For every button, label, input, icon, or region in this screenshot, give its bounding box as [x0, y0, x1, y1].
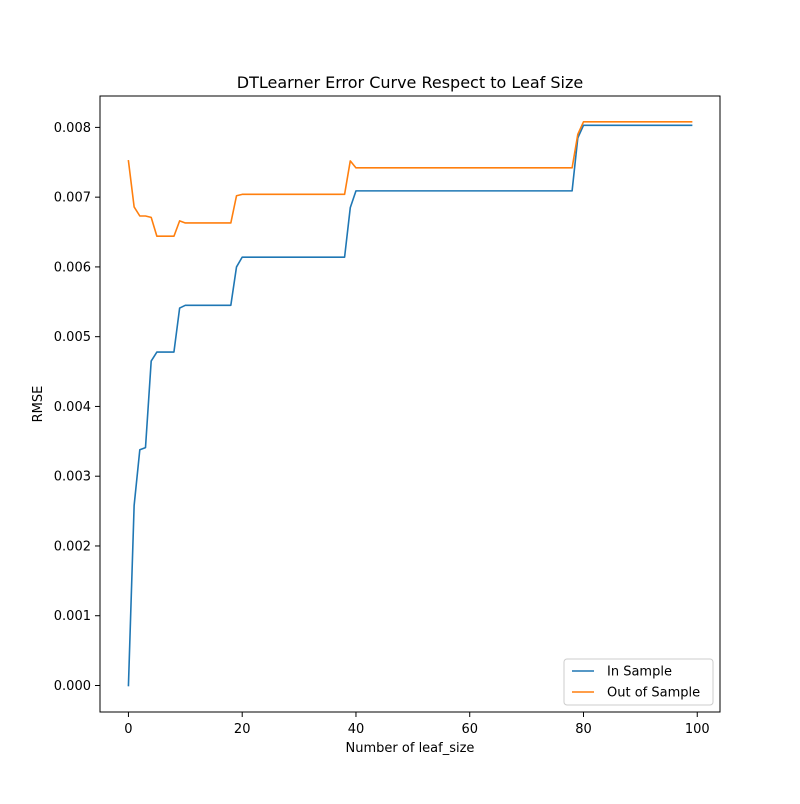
y-tick-label: 0.004 — [54, 400, 91, 415]
y-tick-label: 0.006 — [54, 260, 91, 275]
legend-label-in-sample: In Sample — [607, 665, 672, 680]
y-tick-label: 0.008 — [54, 121, 91, 136]
y-tick-label: 0.000 — [54, 679, 91, 694]
x-axis: 0 20 40 60 80 100 — [124, 712, 710, 737]
legend-label-out-of-sample: Out of Sample — [607, 686, 700, 701]
axes-frame — [99, 95, 721, 713]
x-tick-label: 0 — [124, 722, 132, 737]
chart-title: DTLearner Error Curve Respect to Leaf Si… — [237, 73, 583, 92]
x-tick-label: 100 — [685, 722, 710, 737]
y-tick-label: 0.002 — [54, 539, 91, 554]
y-tick-label: 0.007 — [54, 191, 91, 206]
y-tick-label: 0.003 — [54, 470, 91, 485]
x-tick-label: 80 — [575, 722, 592, 737]
series-line-in-sample — [127, 124, 693, 687]
y-tick-label: 0.001 — [54, 609, 91, 624]
y-tick-label: 0.005 — [54, 330, 91, 345]
x-tick-label: 40 — [348, 722, 365, 737]
plot-area — [127, 121, 693, 687]
y-axis-label: RMSE — [31, 386, 46, 423]
x-tick-label: 60 — [461, 722, 478, 737]
legend-box — [563, 658, 714, 706]
x-axis-label: Number of leaf_size — [346, 741, 475, 756]
legend: In Sample Out of Sample — [563, 658, 714, 706]
series-line-out-of-sample — [127, 121, 693, 238]
y-axis: 0.000 0.001 0.002 0.003 0.004 0.005 0.006 0.007… — [54, 121, 100, 694]
x-tick-label: 20 — [234, 722, 251, 737]
